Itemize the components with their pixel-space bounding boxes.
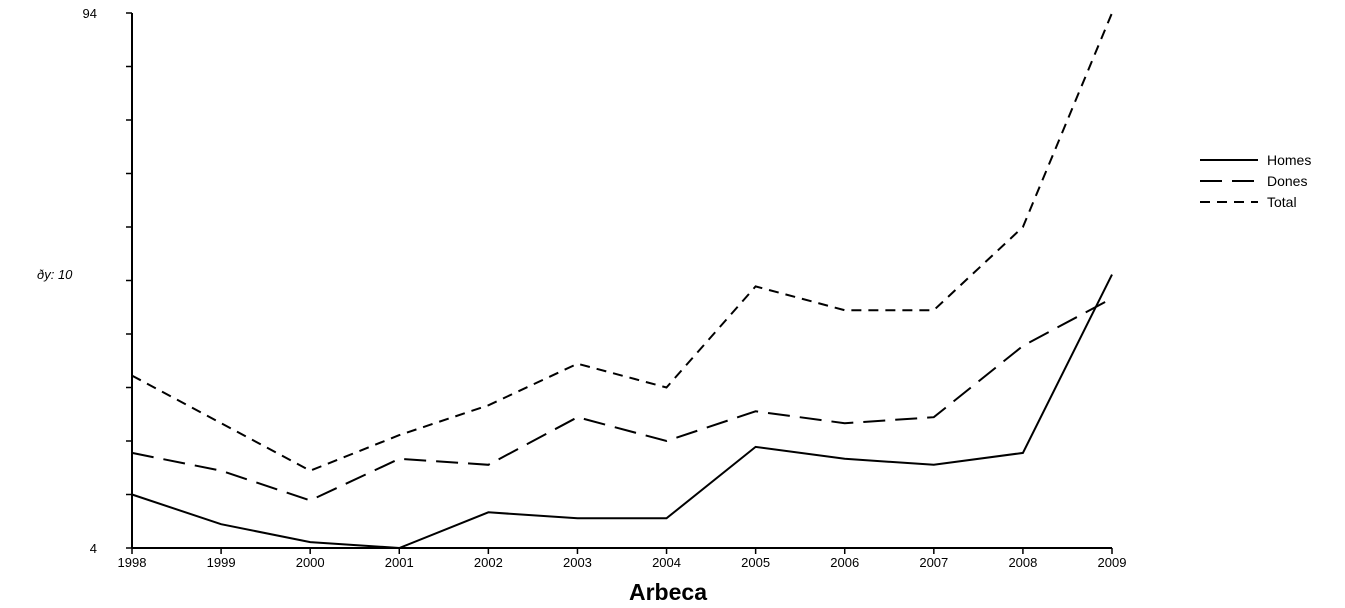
y-axis-label: ðy: 10 [37,267,73,282]
x-tick-label: 2007 [919,555,948,570]
x-tick-label: 2001 [385,555,414,570]
x-tick-label: 1998 [118,555,147,570]
y-tick-label-min: 4 [90,541,97,556]
y-ticks: 4 94 [83,6,132,556]
x-tick-label: 2000 [296,555,325,570]
y-tick-label-max: 94 [83,6,97,21]
x-tick-label: 2003 [563,555,592,570]
x-axis-title: Arbeca [629,579,707,605]
legend-label-dones: Dones [1267,173,1307,189]
x-tick-label: 2005 [741,555,770,570]
x-tick-label: 2009 [1098,555,1127,570]
legend-label-homes: Homes [1267,152,1311,168]
series-line-homes [131,274,1113,550]
series-line-total [131,12,1113,472]
x-ticks: 1998 1999 2000 2001 2002 2003 2004 2005 2006 2007… [118,548,1127,570]
legend: Homes Dones Total [1200,152,1311,210]
legend-label-total: Total [1267,194,1297,210]
x-tick-label: 2004 [652,555,681,570]
series-group [131,12,1113,550]
x-tick-label: 1999 [207,555,236,570]
x-tick-label: 2008 [1008,555,1037,570]
x-tick-label: 2002 [474,555,503,570]
series-line-dones [131,297,1113,502]
x-tick-label: 2006 [830,555,859,570]
